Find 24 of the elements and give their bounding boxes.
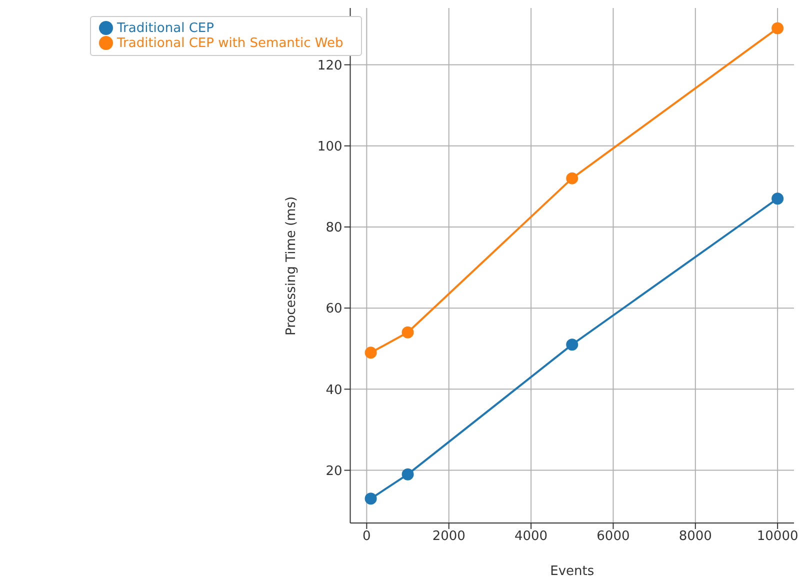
y-tick-label: 100 bbox=[317, 139, 342, 154]
x-tick-label: 6000 bbox=[596, 529, 630, 544]
point bbox=[402, 326, 414, 338]
y-tick-label: 80 bbox=[326, 220, 342, 236]
x-tick-label: 8000 bbox=[678, 529, 712, 544]
y-axis-title: Processing Time (ms) bbox=[284, 196, 299, 336]
point bbox=[364, 492, 377, 505]
legend-label: Traditional CEP with Semantic Web bbox=[117, 36, 344, 51]
point bbox=[566, 338, 578, 351]
point bbox=[364, 346, 377, 359]
point bbox=[772, 192, 784, 205]
x-tick-label: 4000 bbox=[514, 529, 548, 544]
x-tick-label: 0 bbox=[362, 529, 371, 544]
x-axis-title: Events bbox=[550, 564, 594, 579]
y-tick-label: 20 bbox=[326, 464, 342, 479]
point bbox=[772, 22, 784, 34]
point bbox=[566, 172, 578, 184]
x-tick-label: 2000 bbox=[432, 529, 466, 544]
y-tick-label: 40 bbox=[326, 382, 342, 398]
point bbox=[402, 468, 414, 480]
legend-label: Traditional CEP bbox=[117, 21, 214, 36]
x-tick-label: 10000 bbox=[756, 529, 798, 544]
y-tick-label: 60 bbox=[326, 302, 342, 317]
y-tick-label: 120 bbox=[317, 58, 342, 74]
